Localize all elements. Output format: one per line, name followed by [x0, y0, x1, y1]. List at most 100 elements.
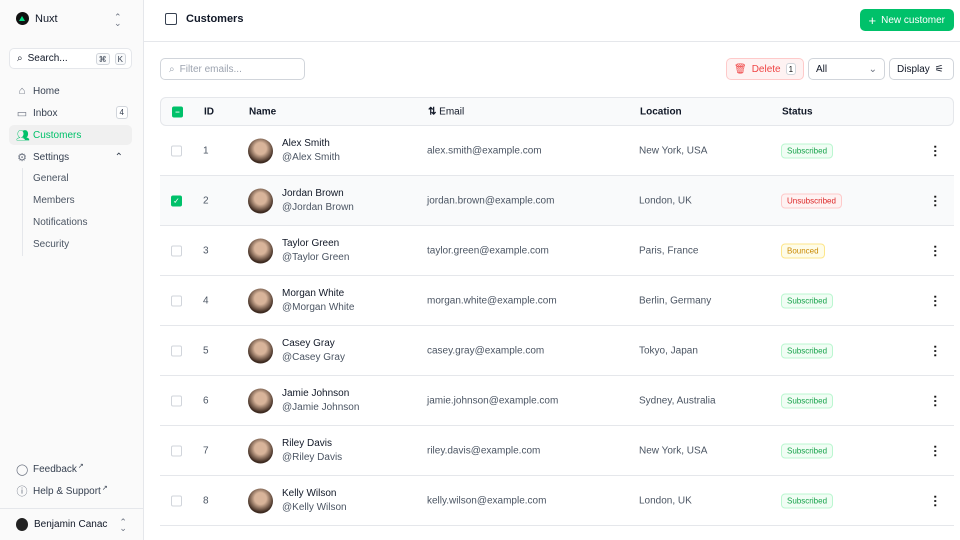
- row-id: 7: [203, 445, 209, 456]
- col-id: ID: [204, 106, 214, 117]
- placeholder: Filter emails...: [179, 63, 242, 75]
- chevron-up-down-icon: ⌃ ⌄: [119, 516, 127, 533]
- chat-icon: ◯: [16, 463, 29, 476]
- avatar: [248, 238, 273, 263]
- nav-customers[interactable]: 👥︎ Customers: [9, 125, 132, 145]
- team-switcher[interactable]: Nuxt: [16, 12, 58, 25]
- table-row[interactable]: 3 Taylor Green @Taylor Green taylor.green…: [160, 226, 954, 276]
- nav-settings[interactable]: ⚙ Settings ⌃: [9, 147, 132, 167]
- plus-icon: +: [868, 12, 877, 28]
- table-row[interactable]: 4 Morgan White @Morgan White morgan.white…: [160, 276, 954, 326]
- location: London, UK: [639, 495, 692, 506]
- nav-general[interactable]: General: [33, 173, 69, 184]
- row-actions-icon[interactable]: ⋯: [928, 244, 943, 257]
- nav-security[interactable]: Security: [33, 239, 70, 250]
- avatar: [248, 338, 273, 363]
- user-name: Benjamin Canac: [34, 519, 108, 530]
- row-checkbox[interactable]: [171, 395, 182, 406]
- name: Morgan White: [282, 287, 345, 299]
- row-checkbox[interactable]: [171, 245, 182, 256]
- location: Sydney, Australia: [639, 395, 716, 406]
- nav-home[interactable]: ⌂ Home: [9, 81, 132, 101]
- user-menu[interactable]: Benjamin Canac ⌃ ⌄: [0, 508, 143, 540]
- status-badge: Subscribed: [781, 493, 834, 508]
- search-icon: ⌕: [17, 53, 23, 64]
- trash-icon: 🗑︎: [734, 63, 747, 75]
- email: riley.davis@example.com: [427, 445, 541, 456]
- customer-name: Kelly Wilson @Kelly Wilson: [282, 487, 347, 515]
- search-button[interactable]: ⌕ Search... ⌘ K: [9, 48, 132, 69]
- row-checkbox[interactable]: [171, 145, 182, 156]
- table-row[interactable]: 5 Casey Gray @Casey Gray casey.gray@examp…: [160, 326, 954, 376]
- col-email-sort[interactable]: ⇅ Email: [428, 106, 464, 117]
- delete-button[interactable]: 🗑︎ Delete 1: [726, 58, 804, 80]
- row-id: 8: [203, 495, 209, 506]
- external-link-icon: ↗: [101, 485, 108, 492]
- row-id: 2: [203, 195, 209, 206]
- table-header: – ID Name ⇅ Email Location Status: [160, 97, 954, 126]
- row-checkbox[interactable]: [171, 495, 182, 506]
- table-row[interactable]: 1 Alex Smith @Alex Smith alex.smith@examp…: [160, 126, 954, 176]
- status-badge: Unsubscribed: [781, 193, 842, 208]
- nav-feedback[interactable]: ◯ Feedback ↗: [9, 459, 132, 479]
- filter-emails-input[interactable]: ⌕ Filter emails...: [160, 58, 305, 80]
- email: jordan.brown@example.com: [427, 195, 555, 206]
- selected-count: 1: [785, 63, 797, 75]
- table-row[interactable]: 6 Jamie Johnson @Jamie Johnson jamie.john…: [160, 376, 954, 426]
- select-value: All: [816, 63, 828, 75]
- table-row[interactable]: ✓ 2 Jordan Brown @Jordan Brown jordan.bro…: [160, 176, 954, 226]
- name: Kelly Wilson: [282, 487, 337, 499]
- select-all-checkbox[interactable]: –: [172, 106, 183, 117]
- status-select[interactable]: All ⌄: [808, 58, 885, 80]
- email: kelly.wilson@example.com: [427, 495, 547, 506]
- brand-name: Nuxt: [35, 12, 58, 25]
- handle: @Morgan White: [282, 301, 355, 313]
- customer-name: Morgan White @Morgan White: [282, 287, 354, 315]
- divider: [22, 168, 23, 256]
- customer-name: Riley Davis @Riley Davis: [282, 437, 342, 465]
- avatar: [248, 188, 273, 213]
- display-button[interactable]: Display ⚟: [889, 58, 954, 80]
- status-badge: Bounced: [781, 243, 825, 258]
- nav-notifications[interactable]: Notifications: [33, 217, 88, 228]
- location: Berlin, Germany: [639, 295, 712, 306]
- nav-members[interactable]: Members: [33, 195, 75, 206]
- new-customer-button[interactable]: + New customer: [859, 9, 954, 31]
- gear-icon: ⚙: [17, 151, 27, 164]
- row-checkbox[interactable]: [171, 295, 182, 306]
- sliders-icon: ⚟: [934, 63, 944, 75]
- table-row[interactable]: 7 Riley Davis @Riley Davis riley.davis@ex…: [160, 426, 954, 476]
- row-actions-icon[interactable]: ⋯: [928, 294, 943, 307]
- status-badge: Subscribed: [781, 143, 834, 158]
- row-checkbox[interactable]: [171, 345, 182, 356]
- row-id: 6: [203, 395, 209, 406]
- chevron-up-down-icon[interactable]: ⌃ ⌄: [114, 12, 122, 28]
- info-icon: ⓘ: [16, 486, 28, 498]
- nav-help[interactable]: ⓘ Help & Support ↗: [9, 481, 132, 501]
- handle: @Jordan Brown: [282, 201, 354, 213]
- row-actions-icon[interactable]: ⋯: [928, 444, 943, 457]
- table-row[interactable]: 8 Kelly Wilson @Kelly Wilson kelly.wilson…: [160, 476, 954, 526]
- sidebar-collapse-icon[interactable]: [165, 13, 177, 25]
- row-checkbox[interactable]: [171, 445, 182, 456]
- row-actions-icon[interactable]: ⋯: [928, 194, 943, 207]
- col-location: Location: [640, 106, 682, 117]
- row-actions-icon[interactable]: ⋯: [928, 494, 943, 507]
- customer-name: Taylor Green @Taylor Green: [282, 237, 349, 265]
- nav-inbox[interactable]: ▭ Inbox 4: [9, 103, 132, 123]
- sidebar: Nuxt ⌃ ⌄ ⌕ Search... ⌘ K ⌂ Home ▭ Inbox 4 👥︎ Cus…: [0, 0, 144, 540]
- name: Taylor Green: [282, 237, 340, 249]
- nav-label: Settings: [33, 151, 70, 163]
- col-name: Name: [249, 106, 277, 117]
- row-checkbox[interactable]: ✓: [171, 195, 182, 206]
- row-actions-icon[interactable]: ⋯: [928, 144, 943, 157]
- avatar: [248, 488, 273, 513]
- nav-label: Inbox: [33, 107, 58, 119]
- nav-label: Help & Support: [33, 485, 101, 497]
- row-id: 5: [203, 345, 209, 356]
- customers-table: – ID Name ⇅ Email Location Status 1 Alex…: [160, 97, 954, 526]
- location: London, UK: [639, 195, 692, 206]
- row-actions-icon[interactable]: ⋯: [928, 344, 943, 357]
- row-id: 3: [203, 245, 209, 256]
- row-actions-icon[interactable]: ⋯: [928, 394, 943, 407]
